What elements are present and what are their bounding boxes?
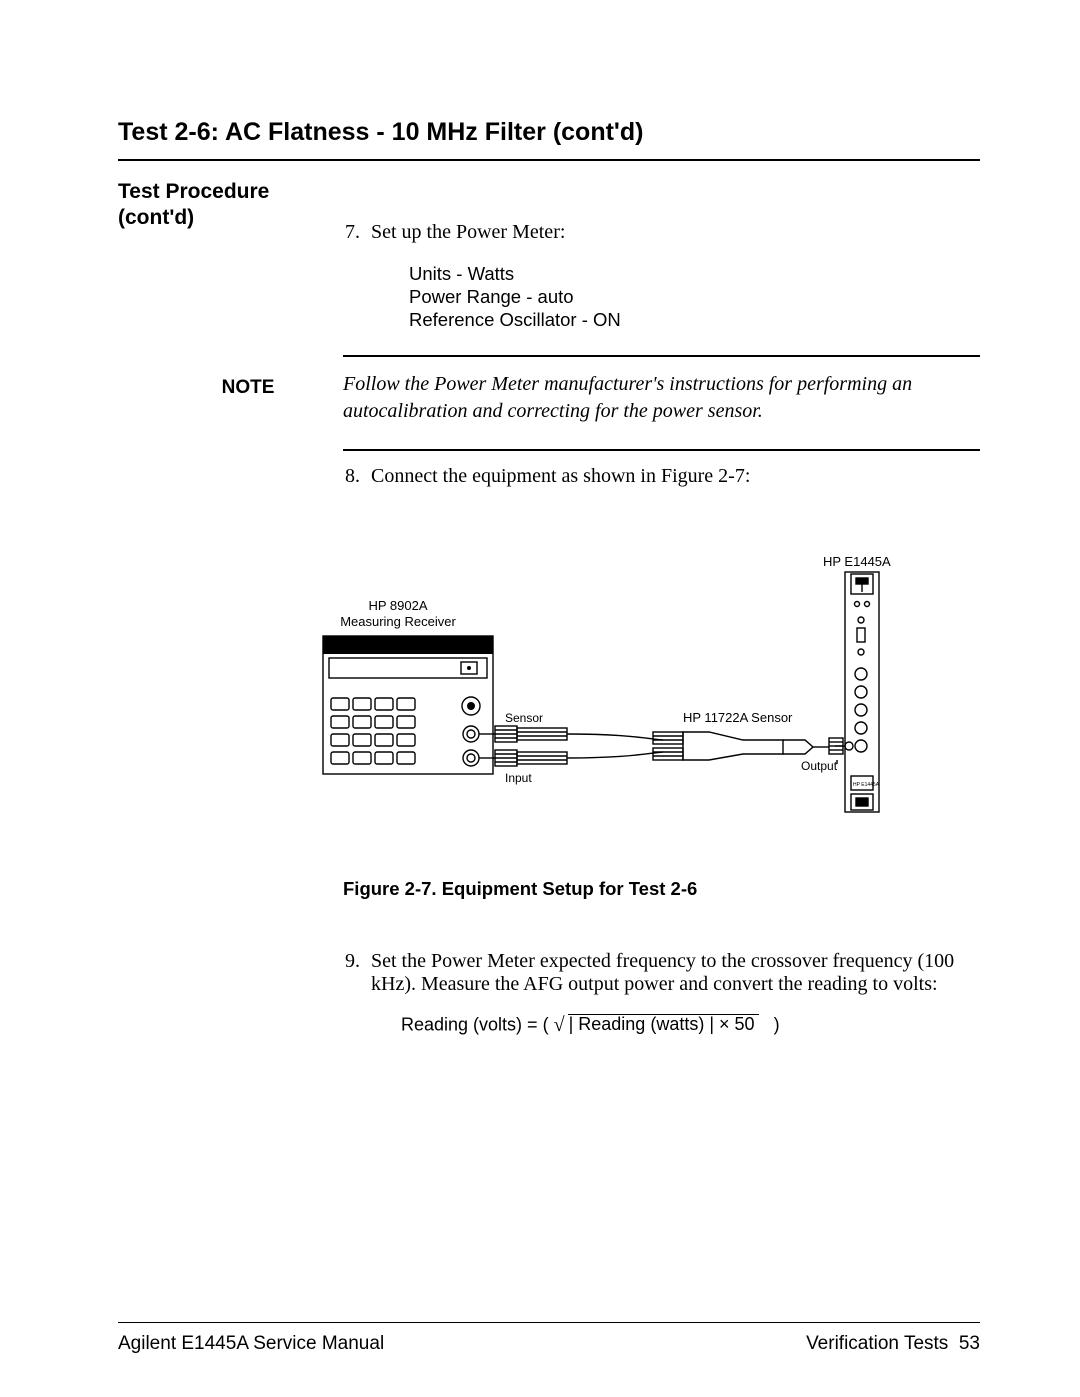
procedure-list-cont2: Set the Power Meter expected frequency t… xyxy=(343,950,980,1037)
equipment-diagram: HP E1445A xyxy=(223,548,923,828)
receiver-label-line1: HP 8902A xyxy=(368,598,427,613)
step-7-sub-line1: Units - Watts xyxy=(409,263,514,284)
step-7-sub-line3: Reference Oscillator - ON xyxy=(409,309,621,330)
title-rule xyxy=(118,159,980,161)
step-9: Set the Power Meter expected frequency t… xyxy=(365,950,980,1037)
step-7-text: Set up the Power Meter: xyxy=(371,221,565,243)
afg-label: HP E1445A xyxy=(823,554,891,569)
formula-radicand: | Reading (watts) | × 50 xyxy=(565,1012,759,1034)
sensor-cable-label: HP 11722A Sensor xyxy=(683,710,793,725)
sensor-conn-label: Sensor xyxy=(505,711,543,725)
note-text: Follow the Power Meter manufacturer's in… xyxy=(343,371,980,425)
note-label: NOTE xyxy=(153,377,343,399)
receiver-label-line2: Measuring Receiver xyxy=(340,614,456,629)
formula-lhs: Reading (volts) = xyxy=(401,1015,538,1035)
output-label: Output xyxy=(801,759,838,773)
note-rule-bottom xyxy=(343,449,980,451)
footer-rule xyxy=(118,1322,980,1323)
formula-radical: √| Reading (watts) | × 50 xyxy=(554,1014,759,1037)
figure-2-7: HP E1445A xyxy=(223,548,980,828)
footer-right-label: Verification Tests xyxy=(806,1333,948,1354)
page-footer: Agilent E1445A Service Manual Verificati… xyxy=(118,1322,980,1355)
procedure-heading-line2: (cont'd) xyxy=(118,206,194,229)
procedure-heading-line1: Test Procedure xyxy=(118,180,269,203)
procedure-heading: Test Procedure (cont'd) xyxy=(118,179,343,232)
step-8: Connect the equipment as shown in Figure… xyxy=(365,465,980,488)
note-rule-top xyxy=(343,355,980,357)
formula-lparen: ( xyxy=(543,1015,549,1035)
input-conn-label: Input xyxy=(505,771,532,785)
step-7: Set up the Power Meter: Units - Watts Po… xyxy=(365,221,980,331)
formula: Reading (volts) = ( √| Reading (watts) |… xyxy=(401,1014,980,1037)
step-7-sub: Units - Watts Power Range - auto Referen… xyxy=(409,262,980,331)
figure-caption: Figure 2-7. Equipment Setup for Test 2-6 xyxy=(343,878,980,900)
afg-card-bottom-label: HP E1445A xyxy=(853,782,880,788)
formula-rparen: ) xyxy=(774,1015,780,1035)
receiver-buttons xyxy=(331,698,415,764)
page-title: Test 2-6: AC Flatness - 10 MHz Filter (c… xyxy=(118,118,980,147)
procedure-list-cont: Connect the equipment as shown in Figure… xyxy=(343,465,980,488)
footer-left: Agilent E1445A Service Manual xyxy=(118,1333,384,1355)
footer-right: Verification Tests 53 xyxy=(806,1333,980,1355)
step-8-text: Connect the equipment as shown in Figure… xyxy=(371,465,750,487)
step-7-sub-line2: Power Range - auto xyxy=(409,286,574,307)
procedure-list: Set up the Power Meter: Units - Watts Po… xyxy=(343,221,980,331)
footer-page-number: 53 xyxy=(959,1333,980,1354)
step-9-text: Set the Power Meter expected frequency t… xyxy=(371,950,954,995)
